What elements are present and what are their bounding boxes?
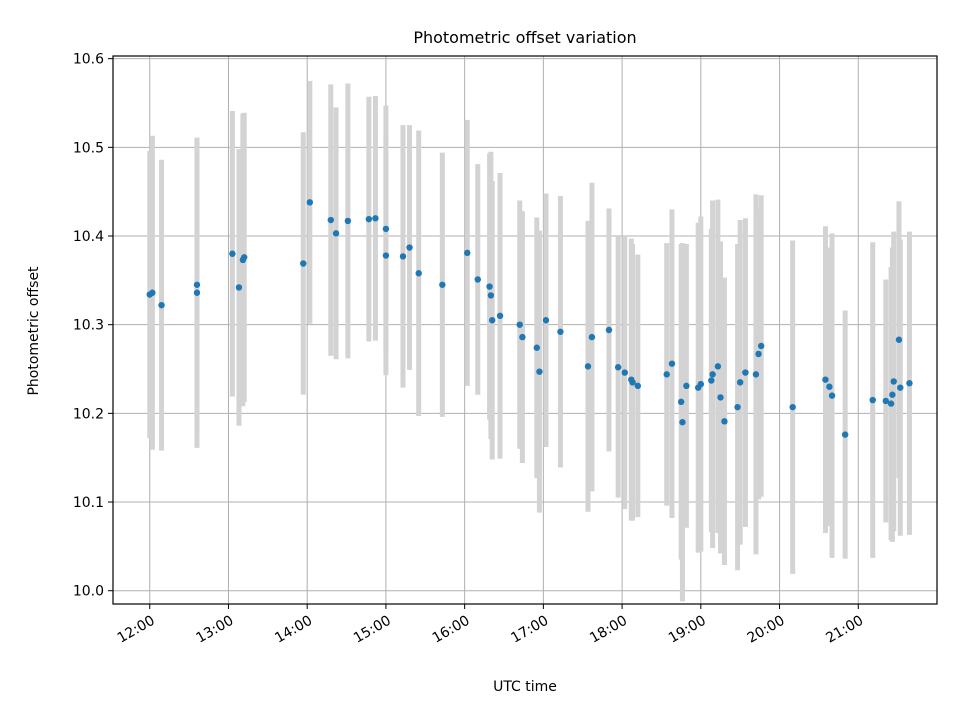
data-point — [193, 281, 201, 288]
data-point — [889, 391, 896, 398]
data-point — [372, 215, 379, 222]
y-tick-label: 10.2 — [73, 406, 104, 422]
data-point — [235, 284, 243, 291]
data-point — [677, 398, 685, 406]
data-point — [822, 376, 829, 383]
data-point — [406, 244, 413, 251]
x-tick-label: 19:00 — [666, 613, 709, 647]
x-tick-label: 16:00 — [430, 613, 473, 647]
data-point — [306, 199, 314, 206]
data-point — [533, 344, 541, 351]
data-point — [721, 418, 728, 425]
data-point — [634, 382, 642, 390]
data-point — [826, 383, 833, 390]
x-axis-label: UTC time — [493, 679, 557, 695]
data-point — [697, 380, 705, 388]
data-point — [683, 382, 690, 390]
chart-title: Photometric offset variation — [413, 28, 636, 47]
data-point — [789, 403, 796, 411]
data-point — [890, 378, 897, 385]
data-point — [755, 350, 762, 358]
grid — [113, 56, 937, 604]
data-point — [668, 360, 676, 367]
data-point — [542, 317, 550, 324]
data-point — [399, 253, 407, 260]
data-point — [382, 252, 390, 259]
x-tick-label: 13:00 — [194, 613, 237, 647]
error-bars — [147, 80, 912, 602]
data-point — [757, 342, 765, 350]
data-point — [588, 333, 596, 341]
data-point — [709, 371, 716, 378]
data-point — [365, 215, 373, 223]
x-axis-ticks: 12:00 13:00 14:00 15:00 16:00 17:00 18:00 19:00… — [115, 604, 866, 647]
data-point — [158, 301, 165, 309]
data-point — [841, 431, 849, 438]
data-point — [714, 363, 722, 370]
data-point — [327, 216, 335, 224]
data-point — [708, 377, 715, 384]
y-tick-label: 10.0 — [73, 584, 104, 600]
data-point — [742, 369, 749, 376]
data-point — [736, 379, 744, 386]
x-tick-label: 17:00 — [508, 613, 551, 647]
data-points — [146, 199, 913, 438]
data-point — [486, 283, 493, 290]
x-tick-label: 14:00 — [272, 613, 315, 647]
y-tick-label: 10.6 — [73, 52, 104, 68]
data-point — [536, 368, 543, 375]
y-tick-label: 10.1 — [73, 495, 104, 511]
data-point — [464, 249, 471, 257]
y-tick-label: 10.3 — [73, 318, 104, 334]
data-point — [300, 260, 307, 267]
y-axis-label: Photometric offset — [26, 266, 42, 396]
x-tick-label: 15:00 — [351, 613, 394, 647]
x-tick-label: 12:00 — [115, 613, 158, 647]
data-point — [557, 328, 564, 335]
data-point — [474, 276, 481, 283]
data-point — [752, 371, 760, 378]
data-point — [344, 217, 352, 225]
data-point — [241, 254, 248, 261]
data-point — [488, 317, 496, 324]
y-tick-label: 10.4 — [73, 229, 104, 245]
x-tick-label: 21:00 — [823, 613, 866, 647]
data-point — [621, 369, 628, 376]
data-point — [897, 384, 904, 391]
data-point — [229, 250, 236, 257]
data-point — [614, 364, 622, 371]
data-point — [679, 419, 686, 426]
data-point — [663, 371, 670, 378]
x-tick-label: 20:00 — [745, 613, 788, 647]
data-point — [516, 321, 523, 328]
data-point — [332, 230, 340, 237]
data-point — [415, 270, 422, 277]
data-point — [605, 326, 613, 334]
data-point — [882, 397, 890, 405]
data-point — [629, 379, 636, 386]
data-point — [149, 289, 156, 296]
data-point — [519, 333, 526, 341]
data-point — [439, 281, 446, 288]
data-point — [734, 403, 741, 411]
y-axis-ticks: 10.0 10.1 10.2 10.3 10.4 10.5 10.6 — [73, 52, 113, 600]
data-point — [584, 363, 592, 370]
plot-frame — [112, 55, 938, 605]
x-tick-label: 18:00 — [587, 613, 630, 647]
y-tick-label: 10.5 — [73, 140, 104, 156]
data-point — [496, 312, 504, 320]
data-point — [193, 289, 201, 296]
data-point — [487, 292, 495, 299]
data-point — [828, 392, 836, 399]
data-point — [382, 225, 390, 233]
data-point — [887, 400, 895, 407]
data-point — [906, 380, 913, 387]
data-point — [717, 394, 724, 401]
data-point — [895, 336, 903, 343]
data-point — [869, 396, 876, 404]
